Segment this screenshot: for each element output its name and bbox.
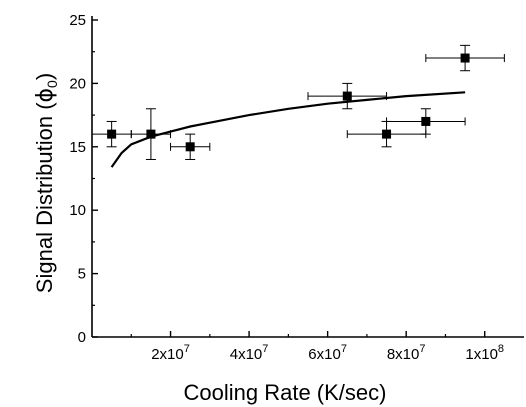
y-axis-title-close: ) [32,73,57,80]
x-tick-mantissa: 6x10 [308,346,341,363]
x-tick-mantissa: 8x10 [387,346,420,363]
x-tick-exponent: 7 [184,343,190,355]
data-point [342,91,352,101]
x-tick-label: 2x107 [151,343,190,363]
data-point [146,129,156,139]
x-tick-label: 4x107 [230,343,269,363]
axes [91,16,524,338]
fit-curve [110,91,466,168]
fit-curve-layer [110,91,466,168]
x-tick-label: 1x108 [465,343,504,363]
x-axis-title: Cooling Rate (K/sec) [184,380,387,405]
error-bars [91,44,505,160]
x-tick-mantissa: 1x10 [465,346,498,363]
y-tick-label: 15 [69,139,86,156]
x-tick-label: 8x107 [387,343,426,363]
data-point [185,142,195,152]
y-tick-label: 20 [69,75,86,92]
y-axis-title-sub: 0 [44,80,60,88]
y-tick-label: 5 [78,266,86,283]
data-point [382,129,392,139]
x-tick-mantissa: 4x10 [230,346,263,363]
x-tick-exponent: 7 [262,343,268,355]
y-tick-label: 25 [69,12,86,29]
x-tick-exponent: 7 [419,343,425,355]
data-point [421,116,431,126]
x-tick-mantissa: 2x10 [151,346,184,363]
y-axis-title-symbol: ϕ [33,88,58,103]
y-axis-title-main: Signal Distribution ( [32,102,57,293]
data-point [107,129,117,139]
y-tick-label: 0 [78,329,86,346]
x-tick-exponent: 8 [498,343,504,355]
y-tick-label: 10 [69,202,86,219]
y-axis-title: Signal Distribution (ϕ0) [32,73,60,293]
data-point [460,53,470,63]
x-tick-label: 6x107 [308,343,347,363]
x-tick-exponent: 7 [341,343,347,355]
data-markers [107,53,470,152]
